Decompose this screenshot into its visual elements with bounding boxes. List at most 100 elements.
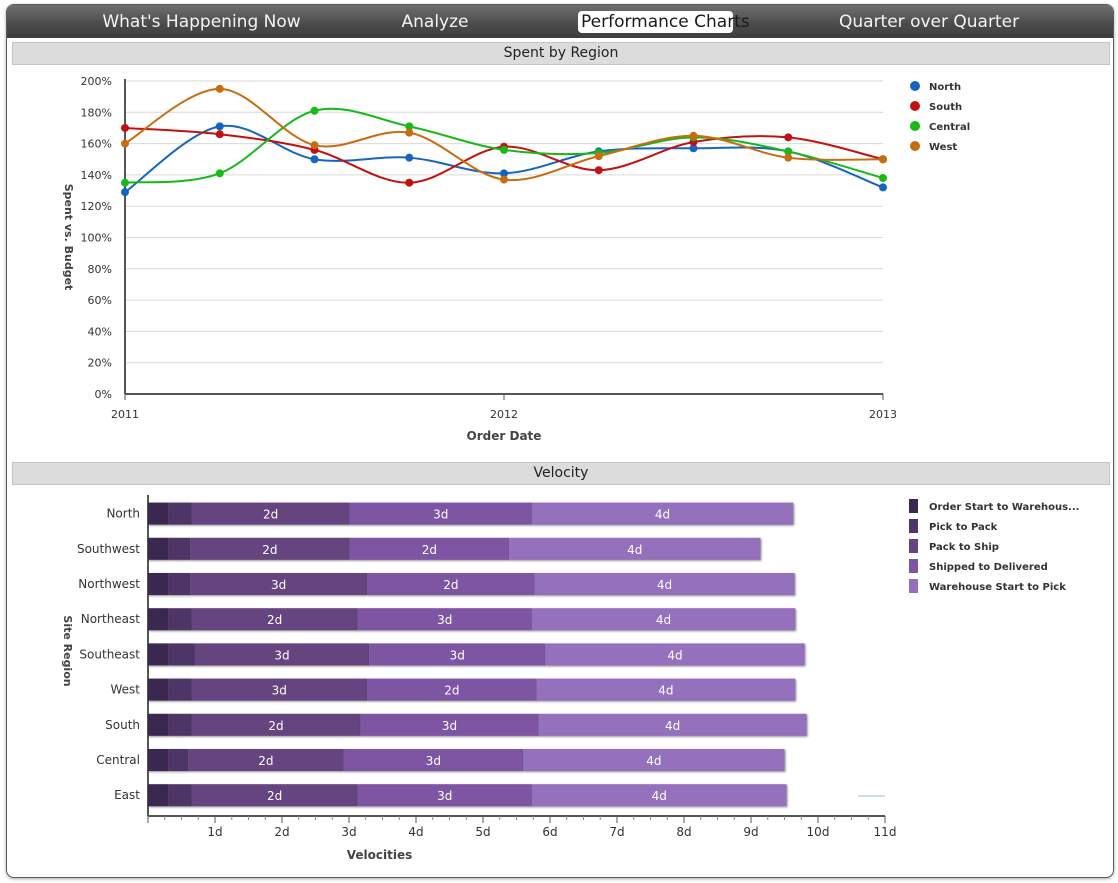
data-point-central xyxy=(310,106,319,115)
tab-analyze[interactable]: Analyze xyxy=(401,12,469,32)
data-label: 2d xyxy=(258,754,273,768)
bar-segment-order-start-to-warehous xyxy=(148,573,169,595)
data-label: 4d xyxy=(646,754,661,768)
category-label-southeast: Southeast xyxy=(79,647,140,661)
data-label: 3d xyxy=(271,578,286,592)
bar-segment-pick-to-pack xyxy=(168,537,191,560)
y-tick-label: 160% xyxy=(81,138,112,151)
y-tick-label: 60% xyxy=(88,294,112,307)
data-label: 4d xyxy=(655,508,670,522)
bar-segment-order-start-to-warehous xyxy=(148,502,169,525)
y-tick-label: 100% xyxy=(81,232,112,245)
data-point-north xyxy=(879,183,887,192)
data-point-north xyxy=(215,122,224,131)
data-point-central xyxy=(500,145,508,154)
bar-segment-pack-to-ship xyxy=(190,573,368,595)
bar-segment-pack-to-ship xyxy=(191,608,358,631)
bar-segment-shipped-to-delivered xyxy=(349,502,532,525)
category-label-central: Central xyxy=(96,753,140,767)
data-label: 4d xyxy=(665,719,680,733)
data-label: 3d xyxy=(437,613,452,627)
y-tick-label: 180% xyxy=(81,106,112,119)
tab-quarter-over-quarter[interactable]: Quarter over Quarter xyxy=(839,12,1020,32)
data-label: 3d xyxy=(274,648,289,662)
data-point-central xyxy=(784,147,793,156)
legend-marker-north xyxy=(910,81,920,91)
data-point-west xyxy=(215,84,224,93)
y-axis-title: Spent vs. Budget xyxy=(62,184,75,291)
legend-swatch-pack-to-ship xyxy=(909,539,918,553)
x-tick-label: 10d xyxy=(807,825,830,839)
bar-segment-warehouse-start-to-pick xyxy=(536,678,796,701)
bar-segment-warehouse-start-to-pick xyxy=(545,643,805,666)
bar-segment-order-start-to-warehous xyxy=(148,643,169,666)
data-label: 3d xyxy=(426,754,441,768)
x-tick-label: 2013 xyxy=(869,408,897,421)
bar-segment-warehouse-start-to-pick xyxy=(534,573,795,595)
category-label-southwest: Southwest xyxy=(77,542,140,556)
y-tick-label: 140% xyxy=(81,169,112,182)
bar-segment-warehouse-start-to-pick xyxy=(509,537,761,560)
bar-segment-warehouse-start-to-pick xyxy=(531,784,787,807)
data-label: 2d xyxy=(443,578,458,592)
data-label: 3d xyxy=(442,719,457,733)
legend-label-south: South xyxy=(929,102,962,113)
bar-segment-warehouse-start-to-pick xyxy=(531,608,796,631)
data-label: 4d xyxy=(657,578,672,592)
spent-by-region-chart: 0% 20% 40% 60% 80% 100% 120% 140% 160% 180% 200% 20… xyxy=(62,75,970,443)
bar-segment-shipped-to-delivered xyxy=(367,678,537,701)
legend-label-warehouse-start-to-pick: Warehouse Start to Pick xyxy=(929,582,1066,593)
legend-swatch-pick-to-pack xyxy=(909,519,918,533)
x-axis-title: Order Date xyxy=(467,429,542,443)
bar-segment-pack-to-ship xyxy=(191,678,368,701)
tab-whats-happening-now[interactable]: What's Happening Now xyxy=(102,12,301,32)
bar-segment-pack-to-ship xyxy=(188,749,344,771)
legend-label-order-start-to-warehous: Order Start to Warehous... xyxy=(929,502,1079,513)
series-line-west xyxy=(124,87,884,182)
bar-segment-pick-to-pack xyxy=(168,573,191,595)
velocity-header: Velocity xyxy=(12,462,1110,485)
bar-segment-pack-to-ship xyxy=(191,502,350,525)
y-tick-label: 120% xyxy=(81,200,112,213)
data-point-north xyxy=(405,153,414,162)
legend-label-west: West xyxy=(929,142,957,153)
x-tick-label: 6d xyxy=(542,825,557,839)
x-tick-label: 7d xyxy=(609,825,624,839)
data-label: 2d xyxy=(263,508,278,522)
data-point-west xyxy=(784,153,793,162)
data-point-west xyxy=(121,139,129,148)
x-tick-label: 1d xyxy=(207,825,222,839)
data-point-west xyxy=(405,128,414,137)
legend-label-shipped-to-delivered: Shipped to Delivered xyxy=(929,562,1048,573)
bar-segment-shipped-to-delivered xyxy=(360,713,539,736)
x-tick-label: 2011 xyxy=(111,408,139,421)
spent-by-region-header: Spent by Region xyxy=(12,42,1110,65)
y-axis-title: Site Region xyxy=(61,615,74,686)
bar-segment-shipped-to-delivered xyxy=(349,537,510,560)
bar-segment-warehouse-start-to-pick xyxy=(538,713,807,736)
data-label: 2d xyxy=(267,789,282,803)
bar-segment-pick-to-pack xyxy=(168,608,192,631)
category-label-east: East xyxy=(114,788,140,802)
bar-segment-pack-to-ship xyxy=(191,784,358,807)
data-label: 4d xyxy=(652,789,667,803)
x-tick-label: 4d xyxy=(408,825,423,839)
category-label-north: North xyxy=(106,507,140,521)
category-label-south: South xyxy=(105,718,140,732)
legend-marker-south xyxy=(910,101,920,111)
bar-segment-order-start-to-warehous xyxy=(148,608,169,631)
y-tick-label: 20% xyxy=(88,357,112,370)
data-point-west xyxy=(879,155,887,164)
data-label: 3d xyxy=(433,508,448,522)
x-tick-label: 9d xyxy=(743,825,758,839)
legend-swatch-warehouse-start-to-pick xyxy=(909,579,918,593)
category-label-northeast: Northeast xyxy=(81,612,141,626)
dashboard-frame: What's Happening Now Analyze Performance… xyxy=(6,4,1114,878)
tab-performance-charts[interactable]: Performance Charts xyxy=(578,11,750,33)
bar-segment-warehouse-start-to-pick xyxy=(523,749,785,771)
data-label: 4d xyxy=(658,684,673,698)
x-tick-label: 8d xyxy=(676,825,691,839)
x-axis-title: Velocities xyxy=(347,848,412,862)
legend-marker-central xyxy=(910,121,920,131)
bar-segment-shipped-to-delivered xyxy=(343,749,524,771)
